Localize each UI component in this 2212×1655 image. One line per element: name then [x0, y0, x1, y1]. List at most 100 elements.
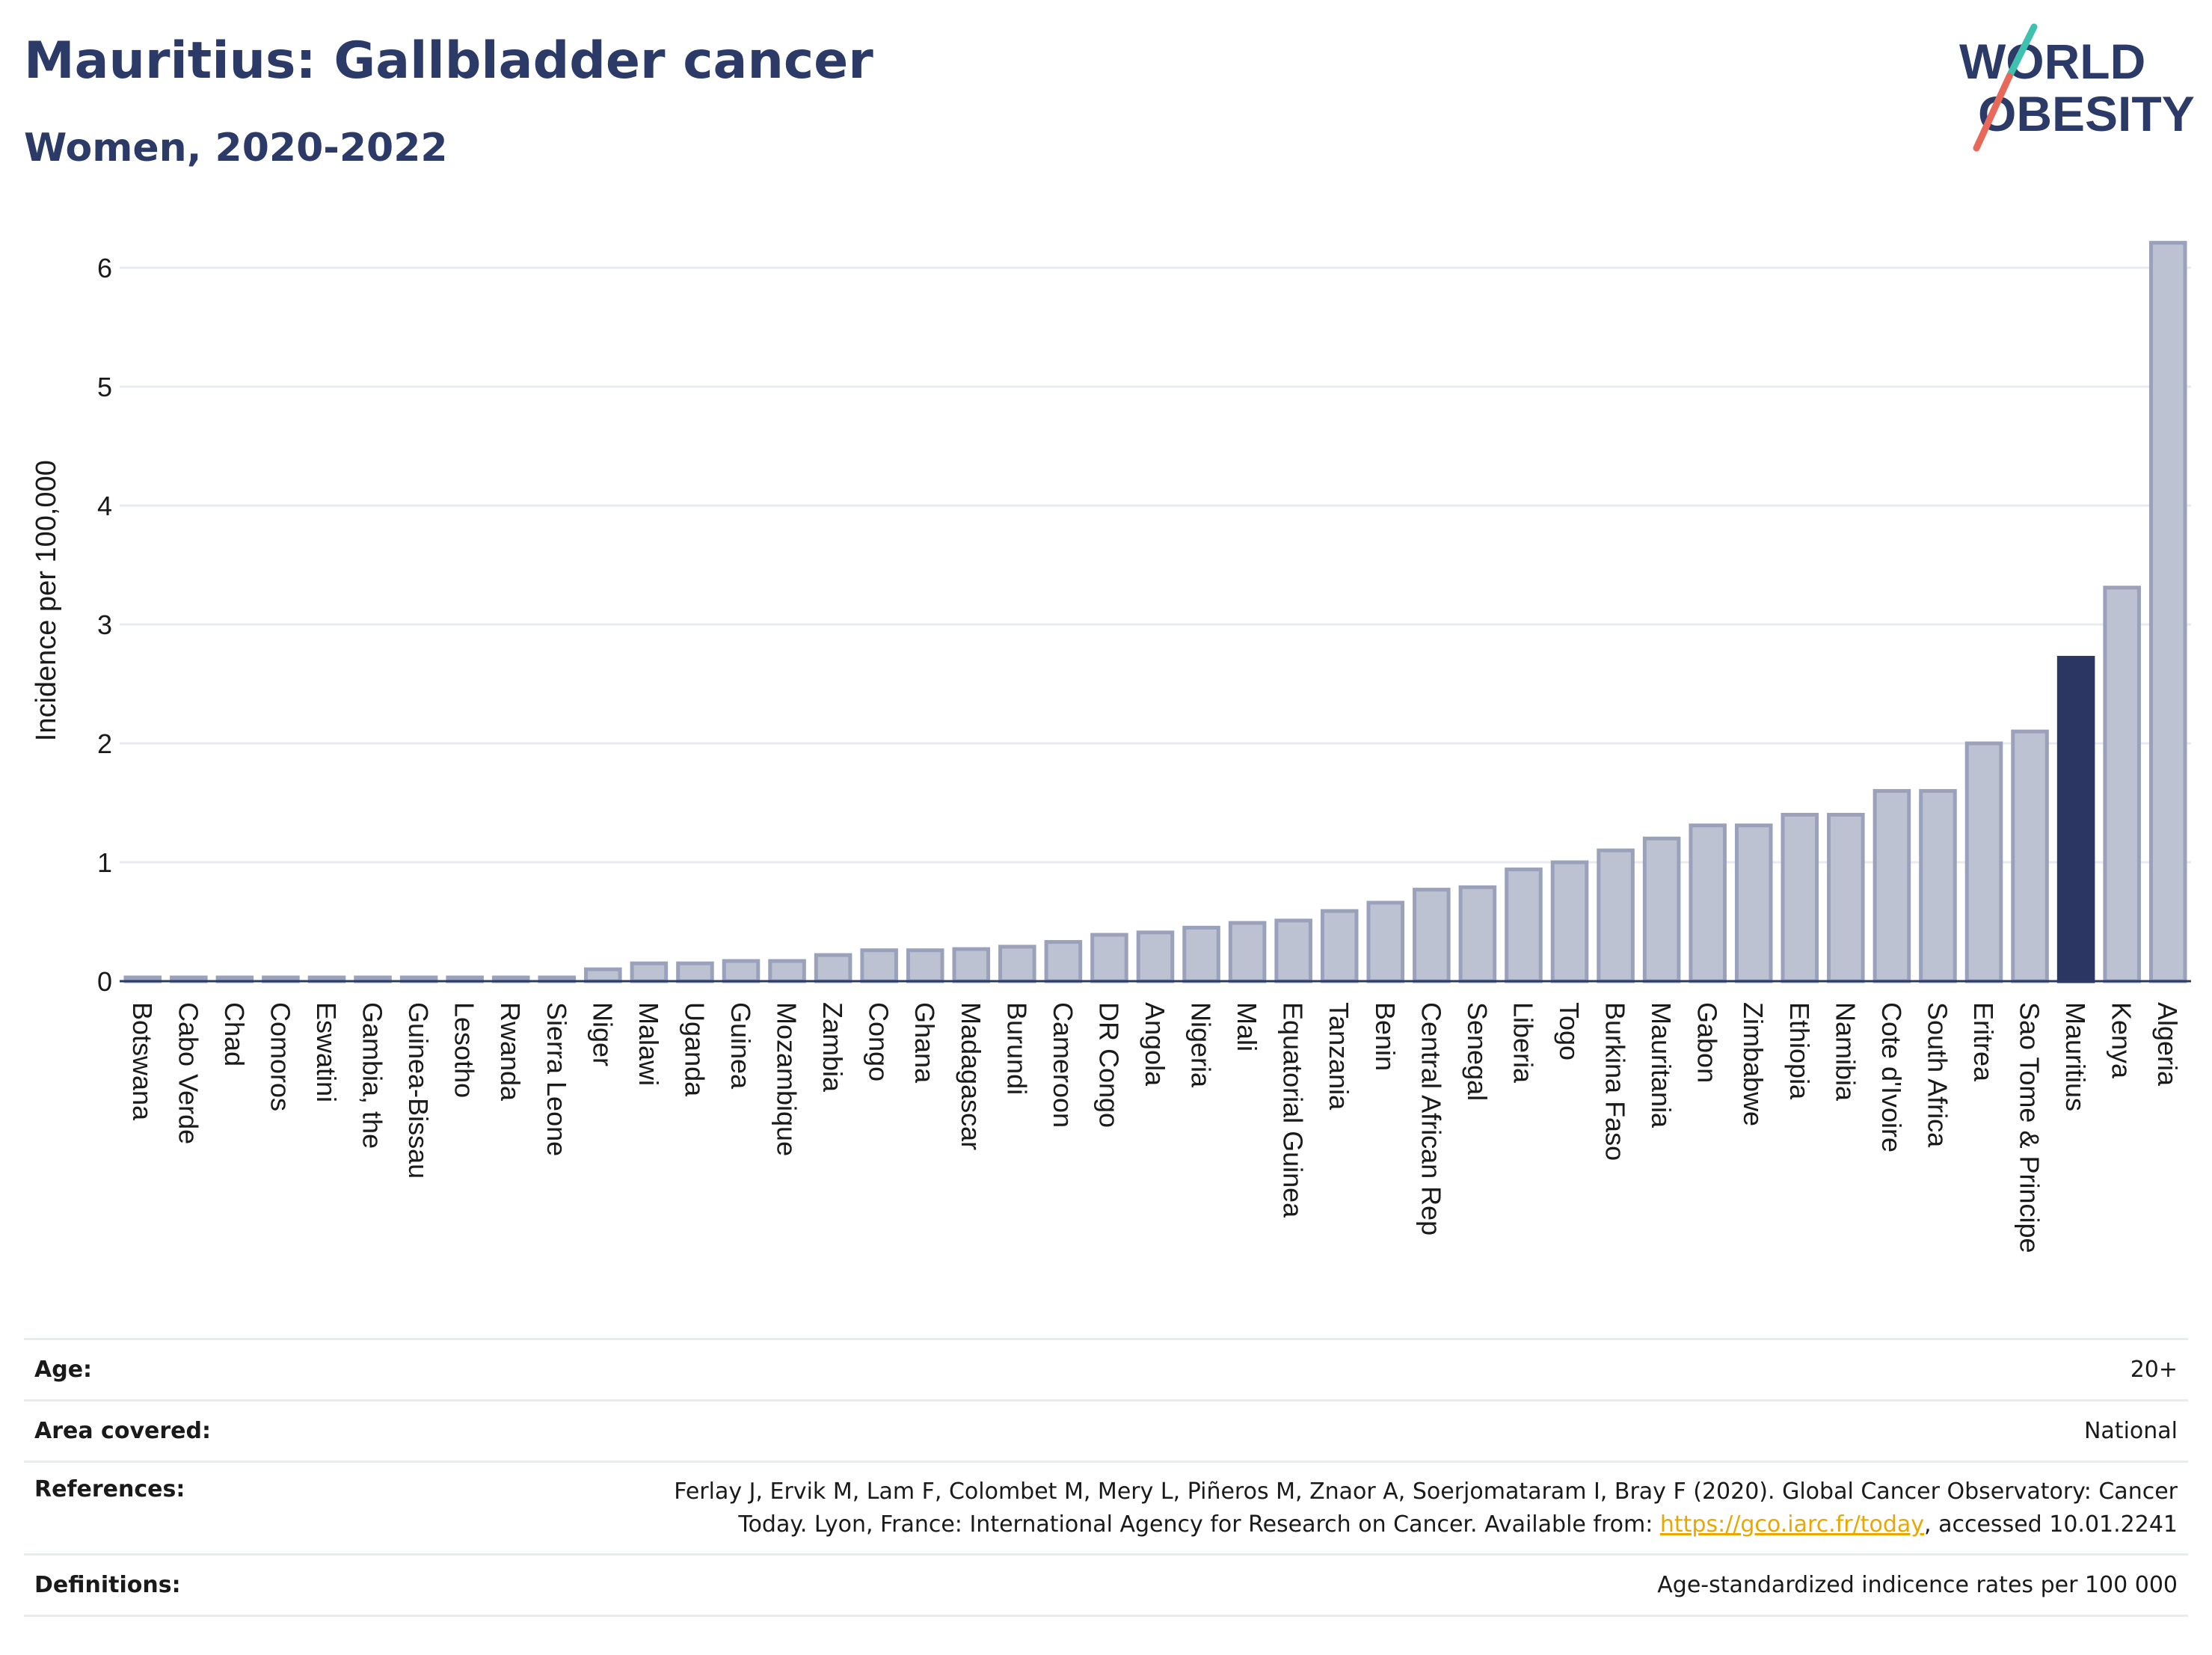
x-tick-label: Burkina Faso [1600, 1002, 1631, 1161]
y-tick-label: 5 [97, 372, 112, 402]
area-value: National [344, 1400, 2188, 1463]
x-tick-label: Senegal [1462, 1002, 1493, 1101]
x-tick-label: Kenya [2107, 1002, 2137, 1079]
bar [2103, 586, 2141, 983]
y-tick-label: 6 [97, 253, 112, 283]
info-row-references: References: Ferlay J, Ervik M, Lam F, Co… [24, 1461, 2188, 1556]
x-tick-label: Togo [1554, 1002, 1585, 1060]
x-tick-label: Lesotho [449, 1002, 480, 1098]
bar [1964, 741, 2003, 983]
x-tick-label: Gambia, the [357, 1002, 388, 1149]
bar [1550, 860, 1589, 983]
references-text-3: , accessed 10.01.2241 [1924, 1511, 2178, 1538]
age-label: Age: [24, 1338, 344, 1401]
x-tick-label: Ghana [909, 1002, 940, 1084]
chart-subtitle: Women, 2020-2022 [24, 126, 448, 171]
references-link[interactable]: https://gco.iarc.fr/today [1659, 1511, 1925, 1538]
bar [2011, 729, 2049, 983]
bars [123, 241, 2187, 983]
bar [768, 959, 806, 983]
x-tick-label: Gabon [1692, 1002, 1723, 1083]
y-tick-label: 4 [97, 491, 112, 521]
world-obesity-logo: WORLD OBESITY [1959, 23, 2195, 152]
x-tick-label: Guinea [725, 1002, 756, 1090]
bar [1458, 885, 1497, 983]
bar-chart: 0 1 2 3 4 5 6 Botswana Cabo Verde Chad Comoros Esw… [31, 241, 2191, 1253]
x-tick-label: Angola [1140, 1002, 1170, 1087]
y-tick-label: 0 [97, 966, 112, 997]
x-tick-label: Liberia [1508, 1002, 1538, 1084]
info-row-definitions: Definitions: Age-standardized indicence … [24, 1554, 2188, 1617]
x-tick-label: Sierra Leone [541, 1002, 572, 1156]
bar [860, 948, 898, 983]
x-tick-label: Cote d'Ivoire [1876, 1002, 1907, 1152]
x-tick-label: Comoros [265, 1002, 295, 1111]
x-tick-label: Ethiopia [1784, 1002, 1815, 1100]
definitions-label: Definitions: [24, 1554, 344, 1617]
x-tick-label: Eritrea [1968, 1002, 1999, 1082]
bar [1919, 789, 1957, 983]
area-label: Area covered: [24, 1400, 344, 1463]
bar [676, 961, 714, 983]
info-table: Age: 20+ Area covered: National Referenc… [24, 1338, 2188, 1617]
x-tick-label: Madagascar [956, 1002, 986, 1150]
references-value: Ferlay J, Ervik M, Lam F, Colombet M, Me… [344, 1461, 2188, 1556]
bar [906, 948, 944, 983]
x-tick-label: Mali [1232, 1002, 1262, 1051]
bar [1228, 921, 1267, 983]
bar [1413, 888, 1451, 983]
x-tick-label: Rwanda [495, 1002, 526, 1102]
x-tick-label: Chad [219, 1002, 250, 1066]
y-axis-label: Incidence per 100,000 [31, 460, 62, 741]
bar [584, 967, 622, 983]
x-tick-label: Tanzania [1324, 1002, 1354, 1111]
bar [1827, 812, 1865, 983]
logo-line-1: WORLD [1959, 34, 2145, 89]
x-tick-label: Uganda [679, 1002, 710, 1097]
x-tick-label: South Africa [1922, 1002, 1953, 1148]
y-tick-label: 3 [97, 610, 112, 640]
bar [1689, 823, 1727, 983]
x-tick-label: Guinea-Bissau [403, 1002, 434, 1179]
references-label: References: [24, 1461, 344, 1556]
bar [2148, 241, 2187, 983]
x-axis-ticks: Botswana Cabo Verde Chad Comoros Eswatini Gam… [127, 1002, 2183, 1253]
bar [952, 947, 991, 983]
x-tick-label: Zimbabwe [1738, 1002, 1769, 1126]
logo-line-2: OBESITY [1978, 86, 2195, 141]
x-tick-label: Congo [864, 1002, 894, 1081]
bar [1136, 930, 1175, 983]
x-tick-label: Cabo Verde [173, 1002, 203, 1144]
x-tick-label: Nigeria [1186, 1002, 1217, 1088]
bar [1366, 900, 1405, 983]
bar [630, 961, 669, 983]
age-value: 20+ [344, 1338, 2188, 1401]
bar [1044, 940, 1083, 983]
x-tick-label: Sao Tome & Principe [2015, 1002, 2045, 1253]
bar [1642, 836, 1681, 983]
bar [722, 959, 761, 983]
x-tick-label: DR Congo [1093, 1002, 1124, 1128]
x-tick-label: Namibia [1830, 1002, 1861, 1102]
info-row-area: Area covered: National [24, 1400, 2188, 1463]
bar [1182, 925, 1220, 983]
x-tick-label: Benin [1370, 1002, 1401, 1071]
bar [998, 945, 1036, 983]
x-tick-label: Cameroon [1048, 1002, 1078, 1128]
bar [1274, 918, 1312, 983]
bar [814, 953, 852, 983]
bar [2056, 656, 2095, 983]
x-tick-label: Mauritania [1646, 1002, 1677, 1129]
x-tick-label: Mauritius [2060, 1002, 2091, 1111]
x-tick-label: Botswana [127, 1002, 158, 1121]
gridlines [120, 266, 2191, 864]
x-tick-label: Zambia [817, 1002, 848, 1093]
bar [1734, 823, 1773, 983]
x-tick-label: Central African Rep [1416, 1002, 1446, 1235]
bar [1597, 848, 1635, 983]
x-tick-label: Equatorial Guinea [1278, 1002, 1309, 1218]
x-tick-label: Niger [587, 1002, 618, 1066]
bar [1781, 812, 1819, 983]
references-text-2: Today. Lyon, France: International Agenc… [738, 1511, 1660, 1538]
bar [1320, 909, 1359, 983]
